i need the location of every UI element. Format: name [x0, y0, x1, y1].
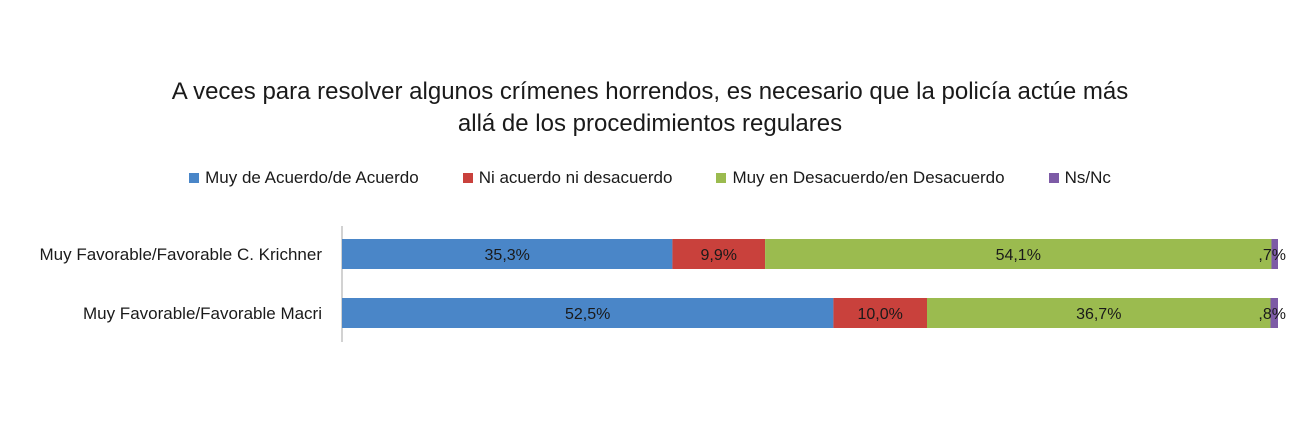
bar-segment — [1271, 239, 1278, 269]
legend-label-ns-nc: Ns/Nc — [1064, 168, 1111, 187]
data-label: ,8% — [1258, 306, 1286, 323]
bar-segment — [342, 239, 673, 269]
legend-item-ns-nc: Ns/Nc — [1048, 168, 1111, 188]
category-label: Muy Favorable/Favorable Macri — [83, 304, 322, 323]
chart-title-line-1: A veces para resolver algunos crímenes h… — [171, 78, 1129, 105]
chart-title: A veces para resolver algunos crímenes h… — [0, 76, 1300, 140]
legend-item-acuerdo: Muy de Acuerdo/de Acuerdo — [189, 168, 419, 188]
bar-segment — [765, 239, 1272, 269]
legend-swatch-desacuerdo — [716, 173, 727, 183]
legend-label-desacuerdo: Muy en Desacuerdo/en Desacuerdo — [732, 168, 1005, 187]
data-label: 9,9% — [701, 247, 737, 264]
data-label: 36,7% — [1076, 306, 1121, 323]
legend-item-desacuerdo: Muy en Desacuerdo/en Desacuerdo — [716, 168, 1005, 188]
bar-segment — [927, 298, 1271, 328]
data-label: 52,5% — [565, 306, 610, 323]
data-label: 35,3% — [485, 247, 530, 264]
data-label: 54,1% — [996, 247, 1041, 264]
data-label: ,7% — [1258, 247, 1286, 264]
bar-segment — [1270, 298, 1278, 328]
legend-item-ni-acuerdo: Ni acuerdo ni desacuerdo — [462, 168, 673, 188]
chart-title-line-2: allá de los procedimientos regulares — [457, 110, 843, 137]
bar-segment — [342, 298, 834, 328]
bar-segment — [672, 239, 766, 269]
category-label: Muy Favorable/Favorable C. Krichner — [39, 245, 322, 264]
bar-segment — [833, 298, 927, 328]
legend-swatch-ns-nc — [1048, 173, 1059, 183]
legend-label-ni-acuerdo: Ni acuerdo ni desacuerdo — [478, 168, 673, 187]
legend-swatch-acuerdo — [189, 173, 200, 183]
legend-label-acuerdo: Muy de Acuerdo/de Acuerdo — [205, 168, 419, 187]
legend: Muy de Acuerdo/de Acuerdo Ni acuerdo ni … — [0, 168, 1300, 188]
legend-swatch-ni-acuerdo — [462, 173, 473, 183]
data-label: 10,0% — [858, 306, 903, 323]
